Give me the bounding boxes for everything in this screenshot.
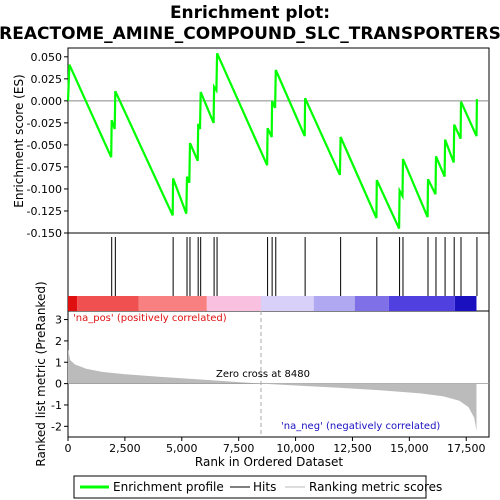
es-y-tick-label: -0.050 [27,139,62,152]
metric-y-axis-label: Ranked list metric (PreRanked) [34,281,48,466]
metric-y-tick-label: 2 [55,335,62,348]
x-tick-label: 7,500 [223,442,255,455]
color-bar-segment [77,296,138,311]
metric-y-tick-label: 1 [55,356,62,369]
color-bar-segment [139,296,207,311]
legend-enrichment-label: Enrichment profile [113,480,224,494]
neg-correlated-label: 'na_neg' (negatively correlated) [281,421,440,432]
metric-y-tick-label: 0 [55,378,62,391]
es-y-tick-label: -0.075 [27,161,62,174]
chart-title-line1: Enrichment plot: [170,3,330,23]
color-bar-segment [389,296,455,311]
x-tick-label: 10,000 [276,442,315,455]
es-y-tick-label: -0.125 [27,205,62,218]
legend-metric-label: Ranking metric scores [309,480,442,494]
color-bar-segment [207,296,261,311]
metric-y-tick-label: -2 [51,420,62,433]
zero-cross-label: Zero cross at 8480 [216,369,310,380]
pos-correlated-label: 'na_pos' (positively correlated) [73,313,227,324]
x-tick-label: 0 [65,442,72,455]
x-tick-label: 15,000 [390,442,429,455]
color-bar [68,296,476,311]
x-tick-label: 12,500 [333,442,372,455]
x-tick-label: 5,000 [166,442,198,455]
es-y-tick-label: 0.050 [31,51,63,64]
es-y-tick-label: 0.025 [31,73,63,86]
x-tick-label: 17,500 [447,442,486,455]
es-y-tick-label: -0.150 [27,227,62,240]
chart-title-line2: REACTOME_AMINE_COMPOUND_SLC_TRANSPORTERS [0,24,500,44]
color-bar-segment [455,296,477,311]
es-y-axis-label: Enrichment score (ES) [12,74,26,207]
color-bar-segment [68,296,77,311]
metric-y-tick-label: -1 [51,399,62,412]
color-bar-segment [355,296,389,311]
metric-y-tick-label: 3 [55,314,62,327]
es-y-tick-label: -0.025 [27,117,62,130]
es-y-tick-label: 0.000 [31,95,63,108]
color-bar-segment [314,296,355,311]
x-tick-label: 2,500 [109,442,141,455]
es-y-tick-label: -0.100 [27,183,62,196]
color-bar-segment [261,296,314,311]
legend-hits-label: Hits [253,480,276,494]
x-axis-label: Rank in Ordered Dataset [195,455,343,469]
